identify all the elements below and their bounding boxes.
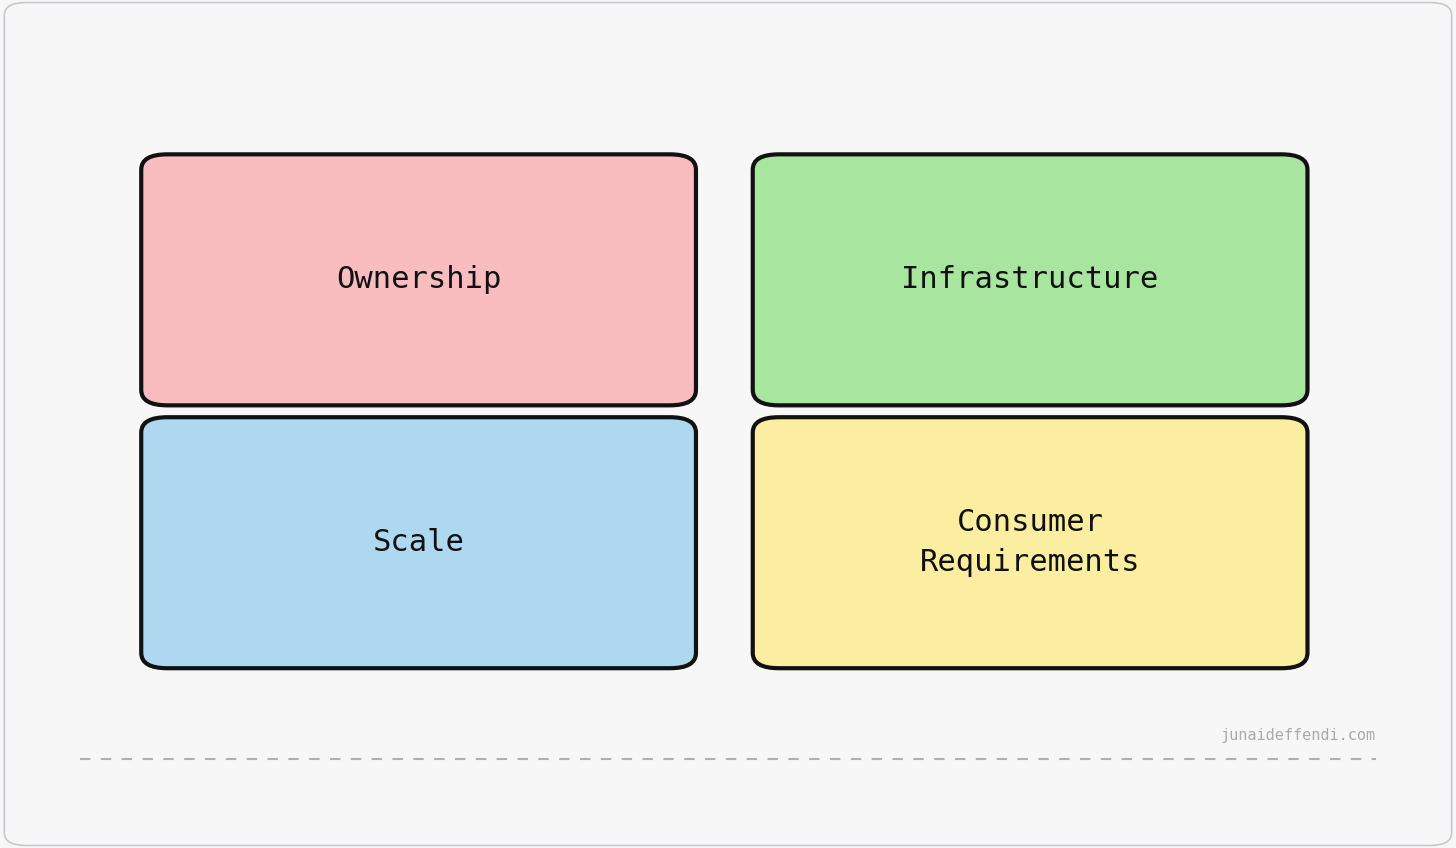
Text: junaideffendi.com: junaideffendi.com [1220,728,1376,743]
FancyBboxPatch shape [4,3,1452,845]
Text: Infrastructure: Infrastructure [901,265,1159,294]
FancyBboxPatch shape [141,417,696,668]
Text: Scale: Scale [373,528,464,557]
FancyBboxPatch shape [141,154,696,405]
Text: Ownership: Ownership [336,265,501,294]
FancyBboxPatch shape [753,154,1307,405]
FancyBboxPatch shape [753,417,1307,668]
Text: Consumer
Requirements: Consumer Requirements [920,508,1140,577]
